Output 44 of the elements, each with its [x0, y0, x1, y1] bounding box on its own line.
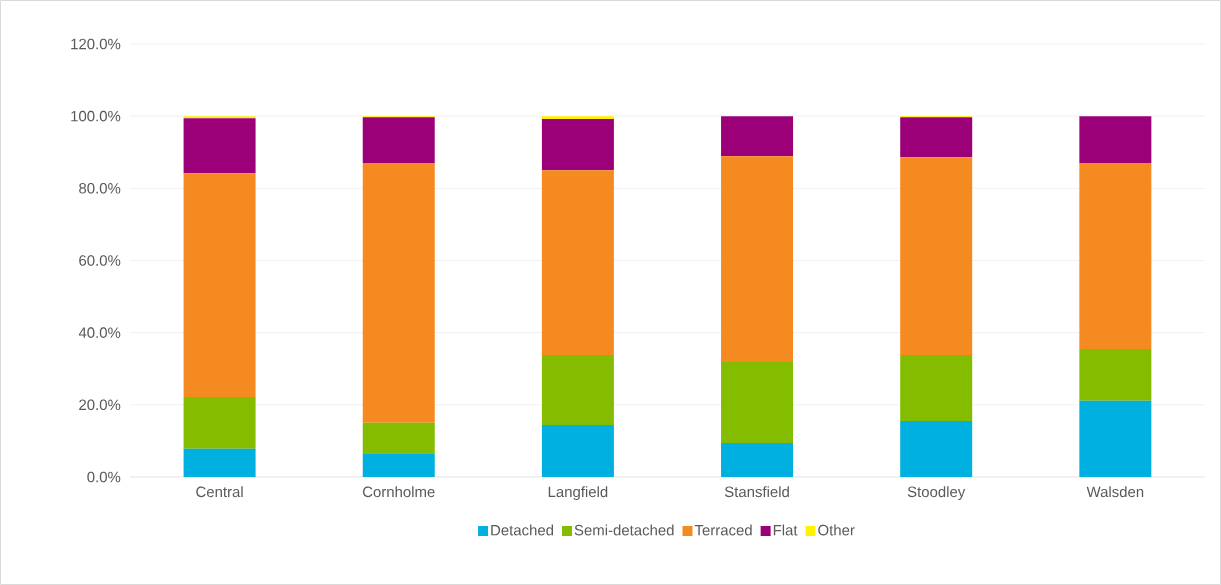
y-tick-label: 20.0% — [79, 399, 121, 411]
y-tick-label: 100.0% — [71, 110, 121, 122]
y-tick-label: 40.0% — [78, 327, 121, 338]
bar — [1079, 116, 1152, 164]
bar — [541, 170, 614, 356]
bar — [1079, 163, 1152, 349]
y-tick-label: 80.0% — [79, 183, 121, 194]
x-tick-label: Langfield — [548, 486, 608, 501]
bar — [183, 396, 256, 449]
bar — [721, 116, 794, 157]
y-tick-label: 60.0% — [79, 255, 121, 266]
x-tick-label: Walsden — [1086, 486, 1144, 498]
legend-label: Semi-detached — [574, 524, 674, 536]
bar — [183, 448, 256, 477]
bar — [1079, 348, 1152, 401]
bar — [541, 355, 614, 426]
bar — [183, 118, 256, 174]
bar — [541, 425, 614, 477]
bar — [1079, 400, 1152, 477]
x-tick-label: Stoodley — [907, 486, 966, 501]
bar — [362, 117, 435, 164]
bar — [721, 361, 794, 444]
bar — [183, 116, 256, 119]
legend-label: Detached — [491, 524, 554, 536]
bar — [541, 116, 614, 120]
bar — [900, 117, 973, 158]
y-tick-label: 120.0% — [71, 38, 121, 50]
y-tick-label: 0.0% — [87, 471, 121, 483]
legend-label: Terraced — [694, 524, 752, 536]
bar — [900, 421, 973, 477]
bar — [721, 156, 794, 362]
bar — [900, 355, 973, 422]
bar — [900, 157, 973, 356]
legend-label: Flat — [773, 524, 798, 536]
bar — [541, 119, 614, 171]
bar — [183, 173, 256, 397]
bar — [362, 163, 435, 423]
bar — [721, 443, 794, 477]
bar — [362, 453, 435, 477]
legend-label: Other — [818, 524, 855, 536]
x-tick-label: Cornholme — [362, 486, 435, 498]
x-tick-label: Stansfield — [724, 486, 789, 498]
bar — [362, 422, 435, 454]
x-tick-label: Central — [196, 486, 243, 498]
